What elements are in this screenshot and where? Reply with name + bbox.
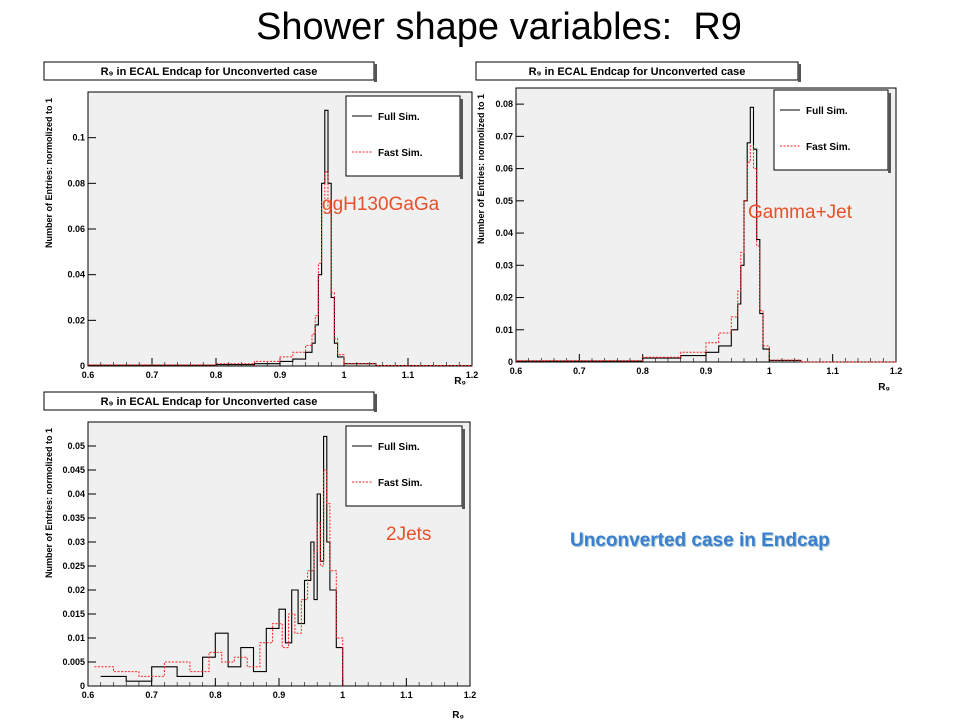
- x-tick-label: 1: [767, 366, 772, 376]
- y-tick-label: 0.035: [62, 513, 85, 523]
- y-axis-label: Number of Entries: normolized to 1: [476, 94, 486, 244]
- y-tick-label: 0: [80, 681, 85, 691]
- x-tick-label: 1.2: [464, 690, 477, 700]
- y-tick-label: 0.03: [67, 537, 85, 547]
- y-tick-label: 0.02: [495, 293, 513, 303]
- chart-panel-2jets: R₉ in ECAL Endcap for Unconverted case 0 0…: [40, 386, 480, 720]
- x-tick-label: 0.6: [510, 366, 523, 376]
- series-line-full-sim: [100, 435, 344, 686]
- caption-unconverted-endcap: Unconverted case in Endcap: [570, 530, 830, 551]
- y-tick-label: 0.06: [67, 224, 85, 234]
- chart-title-shadow: [798, 64, 801, 82]
- legend-box: [345, 425, 463, 507]
- x-tick-label: 0.8: [209, 690, 222, 700]
- x-tick-label: 1.2: [466, 370, 479, 380]
- y-tick-label: 0: [508, 357, 513, 367]
- y-tick-label: 0.005: [62, 657, 85, 667]
- y-tick-label: 0.06: [495, 164, 513, 174]
- x-tick-label: 0.6: [82, 690, 95, 700]
- legend-label: Full Sim.: [378, 442, 420, 453]
- x-axis-label: R₉: [878, 382, 890, 392]
- x-tick-label: 0.7: [146, 370, 159, 380]
- y-tick-label: 0.08: [67, 178, 85, 188]
- y-tick-label: 0.015: [62, 609, 85, 619]
- legend-box: [345, 95, 461, 177]
- y-tick-label: 0.1: [72, 133, 85, 143]
- series-line-fast-sim: [516, 145, 896, 363]
- legend-box: [773, 89, 889, 171]
- y-tick-label: 0.04: [495, 228, 513, 238]
- x-tick-label: 1.1: [402, 370, 415, 380]
- x-tick-label: 1: [341, 370, 346, 380]
- x-tick-label: 0.9: [700, 366, 713, 376]
- series-line-fast-sim: [94, 469, 344, 686]
- chart-gammajet-plot: R₉ in ECAL Endcap for Unconverted case00…: [475, 61, 903, 392]
- x-tick-label: 1: [340, 690, 345, 700]
- legend-label: Fast Sim.: [806, 142, 851, 153]
- legend-label: Fast Sim.: [378, 148, 423, 159]
- y-tick-label: 0.025: [62, 561, 85, 571]
- series-line-fast-sim: [88, 171, 473, 366]
- chart-panel-ggh: R₉ in ECAL Endcap for Unconverted case 0 0…: [40, 56, 480, 386]
- x-axis-label: R₉: [454, 376, 466, 386]
- x-tick-label: 1.2: [890, 366, 903, 376]
- x-tick-label: 1.1: [826, 366, 839, 376]
- chart-title-shadow: [374, 394, 377, 412]
- legend-shadow: [460, 99, 463, 179]
- chart-2jets-plot: R₉ in ECAL Endcap for Unconverted case00…: [43, 391, 477, 720]
- legend-shadow: [462, 429, 465, 509]
- process-label-2jets: 2Jets: [386, 524, 432, 545]
- x-tick-label: 0.9: [273, 690, 286, 700]
- x-tick-label: 0.6: [82, 370, 95, 380]
- y-tick-label: 0.02: [67, 585, 85, 595]
- y-tick-label: 0.04: [67, 489, 85, 499]
- y-axis-label: Number of Entries: normolized to 1: [44, 428, 54, 578]
- y-tick-label: 0.08: [495, 99, 513, 109]
- x-tick-label: 0.7: [145, 690, 158, 700]
- x-tick-label: 0.8: [636, 366, 649, 376]
- chart-title-shadow: [374, 64, 377, 82]
- y-tick-label: 0.02: [67, 315, 85, 325]
- y-tick-label: 0.05: [495, 196, 513, 206]
- y-tick-label: 0.05: [67, 441, 85, 451]
- chart-panel-gammajet: R₉ in ECAL Endcap for Unconverted case 0 0…: [472, 56, 904, 392]
- x-axis-label: R₉: [452, 710, 464, 720]
- chart-title: R₉ in ECAL Endcap for Unconverted case: [101, 396, 318, 408]
- legend-label: Full Sim.: [806, 106, 848, 117]
- x-tick-label: 0.8: [210, 370, 223, 380]
- x-tick-label: 0.7: [573, 366, 586, 376]
- y-tick-label: 0.04: [67, 270, 85, 280]
- process-label-gammajet: Gamma+Jet: [748, 202, 853, 223]
- chart-title: R₉ in ECAL Endcap for Unconverted case: [101, 66, 318, 78]
- process-label-ggh: ggH130GaGa: [322, 194, 440, 215]
- slide-title: Shower shape variables: R9: [256, 6, 742, 48]
- legend-shadow: [888, 93, 891, 173]
- chart-title: R₉ in ECAL Endcap for Unconverted case: [529, 66, 746, 78]
- legend-label: Full Sim.: [378, 112, 420, 123]
- y-tick-label: 0.01: [495, 325, 513, 335]
- x-tick-label: 1.1: [400, 690, 413, 700]
- series-line-full-sim: [88, 109, 473, 367]
- y-axis-label: Number of Entries: normolized to 1: [44, 98, 54, 248]
- y-tick-label: 0.07: [495, 131, 513, 141]
- y-tick-label: 0.03: [495, 260, 513, 270]
- legend-label: Fast Sim.: [378, 478, 423, 489]
- y-tick-label: 0.01: [67, 633, 85, 643]
- y-tick-label: 0.045: [62, 465, 85, 475]
- chart-ggh-plot: R₉ in ECAL Endcap for Unconverted case00…: [43, 61, 479, 386]
- x-tick-label: 0.9: [274, 370, 287, 380]
- y-tick-label: 0: [80, 361, 85, 371]
